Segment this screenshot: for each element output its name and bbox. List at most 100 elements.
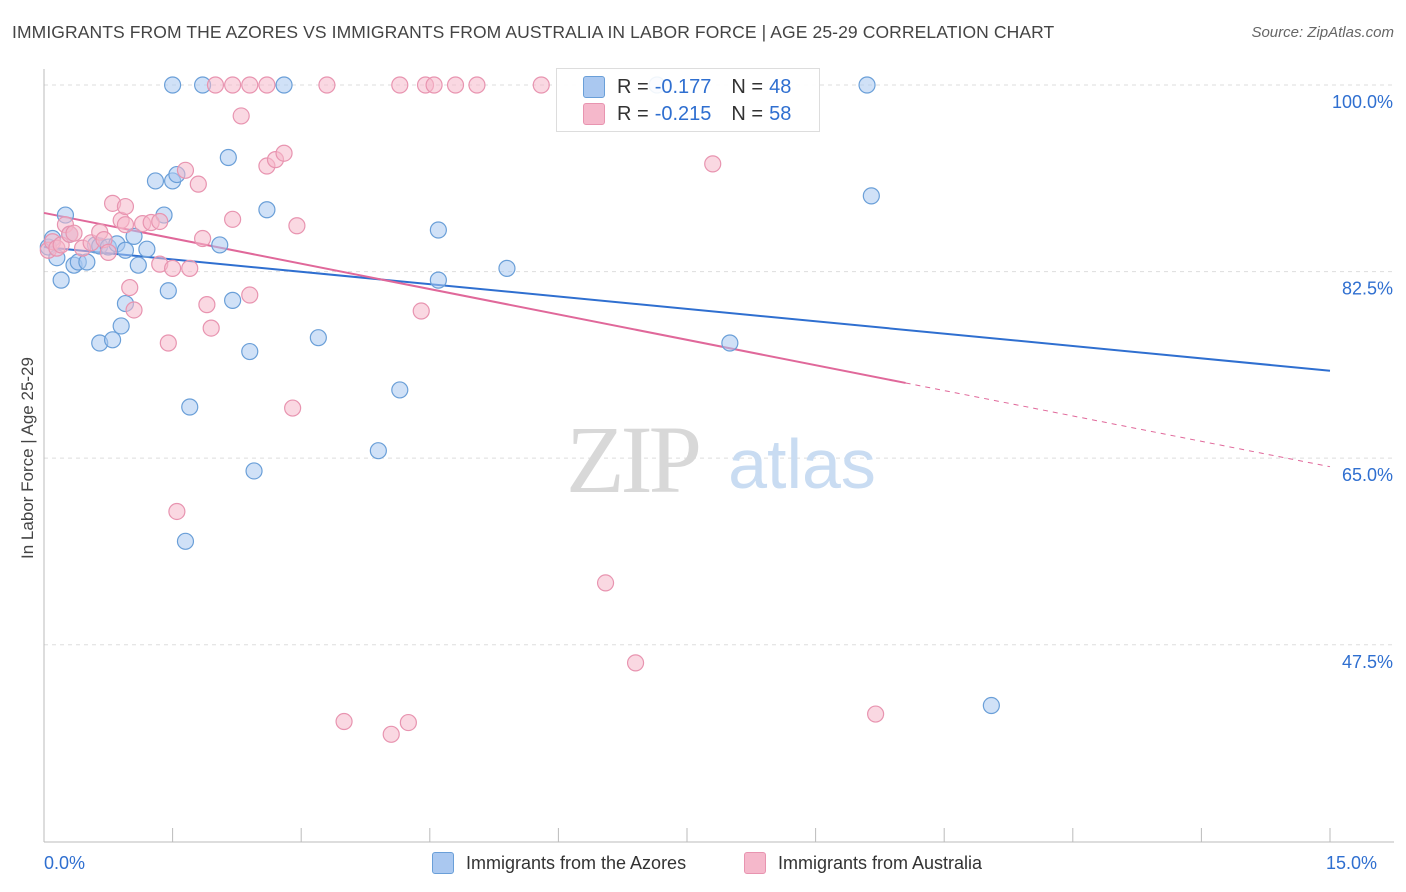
y-axis-label: In Labor Force | Age 25-29 (18, 357, 37, 559)
australia-point (116, 197, 135, 216)
trend-lines (43, 211, 1331, 468)
australia-point (151, 212, 169, 231)
azores-point (429, 221, 447, 239)
australia-point (99, 243, 117, 261)
azores-point (309, 329, 327, 347)
azores-point (211, 236, 229, 254)
australia-point (382, 725, 400, 743)
australia-point (224, 210, 242, 228)
legend-n-value: 58 (769, 102, 792, 125)
azores-point (146, 172, 165, 190)
australia-point (399, 713, 417, 732)
legend-r-label: R = (617, 102, 649, 125)
australia-point (198, 296, 216, 314)
australia-point (596, 574, 615, 592)
y-tick-label: 47.5% (1342, 652, 1393, 672)
legend-r-value: -0.215 (654, 102, 712, 125)
legend-swatch-azores (583, 76, 605, 98)
australia-point (446, 76, 465, 94)
australia-point (335, 712, 353, 731)
bottom-legend-label-azores: Immigrants from the Azores (466, 852, 687, 873)
trend-line-australia-extension (905, 382, 1331, 468)
australia-point (65, 224, 83, 242)
australia-point (241, 76, 259, 94)
azores-point (112, 317, 130, 335)
azores-point (721, 334, 739, 352)
azores-point (129, 256, 147, 274)
australia-point (425, 76, 443, 94)
australia-point (206, 76, 225, 94)
bottom-legend-australia: Immigrants from Australia (744, 852, 982, 874)
bottom-legend-swatch-azores (432, 852, 454, 874)
australia-point (391, 76, 409, 94)
y-tick-label: 82.5% (1342, 279, 1393, 299)
azores-point (275, 76, 293, 94)
australia-point (468, 76, 486, 94)
trend-line-australia (43, 211, 906, 384)
azores-point (241, 342, 259, 361)
azores-point (116, 241, 135, 259)
azores-point (125, 227, 143, 245)
australia-point (181, 259, 199, 277)
australia-point (867, 705, 885, 723)
azores-point (181, 398, 199, 416)
australia-point (202, 319, 220, 337)
australia-point (189, 175, 207, 193)
australia-point (121, 278, 139, 297)
azores-point (138, 240, 156, 258)
chart-title: IMMIGRANTS FROM THE AZORES VS IMMIGRANTS… (12, 22, 1055, 42)
bottom-legend-label-australia: Immigrants from Australia (778, 852, 983, 873)
azores-point (176, 532, 195, 550)
australia-point (232, 107, 250, 125)
watermark-zip: ZIP (566, 406, 699, 513)
azores-point (498, 259, 516, 277)
azores-point (862, 187, 880, 205)
australia-point (116, 216, 135, 234)
legend-row-australia: R = -0.215 N = 58 (583, 102, 792, 126)
azores-point (219, 148, 237, 167)
bottom-legend-azores: Immigrants from the Azores (432, 852, 686, 874)
y-tick-label: 100.0% (1332, 92, 1393, 112)
australia-point (704, 155, 722, 173)
legend-swatch-australia (583, 103, 605, 125)
australia-point (224, 76, 242, 94)
y-tick-labels: 100.0% 82.5% 65.0% 47.5% (1332, 92, 1393, 672)
legend-n-label: N = (731, 75, 764, 98)
australia-point (164, 259, 182, 277)
australia-point (532, 76, 550, 94)
watermark-atlas: atlas (728, 425, 876, 503)
azores-point (159, 282, 177, 300)
azores-point (245, 462, 263, 480)
y-tick-label: 65.0% (1342, 465, 1393, 485)
azores-point (164, 76, 182, 94)
azores-point (103, 331, 122, 349)
azores-point (369, 442, 387, 460)
bottom-legend-swatch-australia (744, 852, 766, 874)
australia-point (318, 76, 336, 94)
axes (43, 69, 1394, 843)
data-points (39, 76, 1000, 743)
azores-point (52, 271, 70, 289)
azores-point (982, 696, 1000, 715)
australia-point (275, 144, 293, 162)
australia-point (176, 161, 195, 179)
australia-point (168, 502, 186, 521)
legend-row-azores: R = -0.177 N = 48 (583, 75, 792, 99)
legend-n-value: 48 (769, 75, 792, 98)
azores-point (858, 76, 876, 94)
azores-point (429, 271, 447, 289)
chart-source: Source: ZipAtlas.com (1251, 24, 1394, 41)
australia-point (284, 399, 302, 417)
azores-point (258, 201, 276, 219)
legend-r-value: -0.177 (654, 75, 712, 98)
australia-point (258, 76, 276, 94)
australia-point (194, 229, 212, 248)
legend-n-label: N = (731, 102, 764, 125)
australia-point (241, 286, 259, 304)
australia-point (159, 334, 177, 352)
australia-point (288, 217, 306, 235)
australia-point (412, 302, 430, 320)
legend-r-label: R = (617, 75, 649, 98)
stats-legend: R = -0.177 N = 48 R = -0.215 N = 58 (556, 68, 820, 132)
australia-point (626, 654, 645, 672)
